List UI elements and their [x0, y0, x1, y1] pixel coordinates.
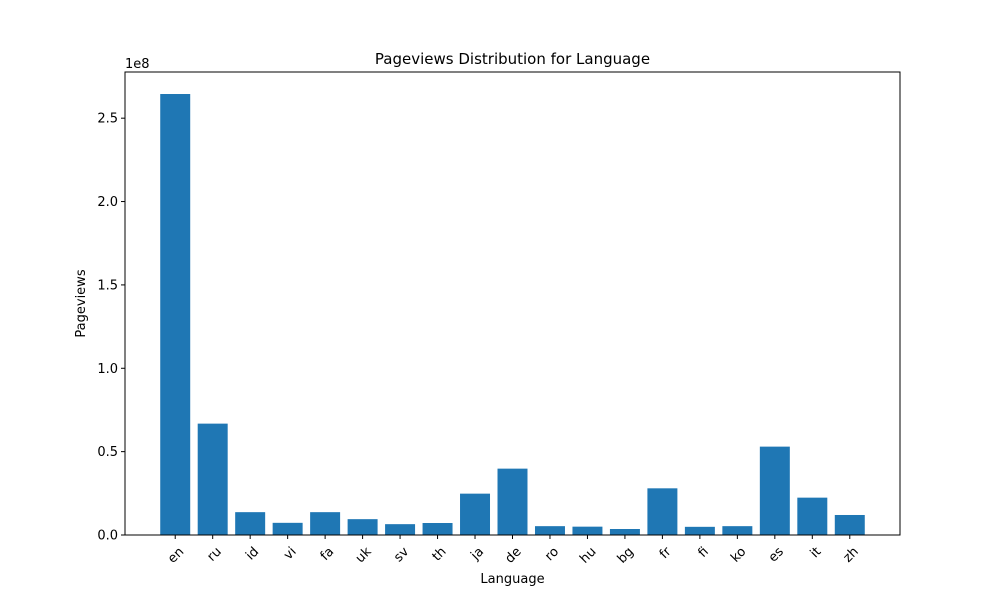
- x-tick-label-fa: fa: [318, 544, 337, 563]
- y-tick-label: 2.5: [97, 112, 118, 127]
- y-axis-offset-label: 1e8: [125, 57, 150, 72]
- x-tick-label-es: es: [766, 544, 787, 565]
- bar-id: [235, 512, 266, 535]
- bar-es: [759, 446, 790, 535]
- y-tick-label: 1.0: [97, 362, 118, 377]
- x-tick-label-fr: fr: [657, 544, 675, 562]
- x-tick-label-uk: uk: [353, 544, 375, 566]
- bar-fa: [310, 512, 341, 535]
- bar-vi: [272, 522, 303, 535]
- bar-ko: [722, 526, 753, 535]
- x-tick-label-de: de: [502, 544, 524, 566]
- x-tick-label-ko: ko: [728, 544, 749, 565]
- y-axis-label: Pageviews: [74, 269, 89, 337]
- x-tick-label-ja: ja: [468, 544, 488, 564]
- bar-th: [422, 523, 453, 535]
- x-axis-ticks: en ru id vi fa uk sv th ja de ro hu bg fr fi ko es it zh: [165, 535, 862, 567]
- bar-zh: [834, 514, 865, 535]
- x-tick-label-hu: hu: [577, 544, 599, 566]
- bar-en: [160, 94, 191, 535]
- x-tick-label-bg: bg: [615, 544, 637, 566]
- bar-ja: [460, 493, 491, 535]
- x-tick-label-sv: sv: [391, 544, 412, 565]
- bar-bg: [609, 529, 640, 535]
- bar-ru: [197, 423, 228, 535]
- bar-hu: [572, 526, 603, 535]
- x-tick-label-ro: ro: [542, 544, 562, 564]
- x-axis-label: Language: [480, 572, 544, 587]
- y-tick-label: 0.5: [97, 445, 118, 460]
- bar-ro: [534, 526, 565, 535]
- y-axis-ticks: 0.0 0.5 1.0 1.5 2.0 2.5: [97, 112, 125, 544]
- bar-de: [497, 468, 528, 535]
- plot-area-frame: [124, 71, 901, 536]
- bar-uk: [347, 519, 378, 535]
- y-tick-label: 2.0: [97, 195, 118, 210]
- x-tick-label-it: it: [808, 544, 825, 561]
- y-tick-label: 0.0: [97, 529, 118, 544]
- bar-it: [797, 497, 828, 535]
- chart-title: Pageviews Distribution for Language: [375, 50, 650, 68]
- bar-fr: [647, 488, 678, 535]
- x-tick-label-fi: fi: [696, 544, 712, 560]
- x-tick-label-th: th: [430, 544, 450, 564]
- x-tick-label-zh: zh: [841, 544, 862, 565]
- bars-group: [160, 94, 865, 535]
- bar-sv: [385, 524, 416, 535]
- y-tick-label: 1.5: [97, 278, 118, 293]
- x-tick-label-vi: vi: [281, 544, 300, 563]
- bar-fi: [684, 526, 715, 535]
- x-tick-label-id: id: [243, 544, 262, 563]
- x-tick-label-en: en: [165, 544, 187, 566]
- x-tick-label-ru: ru: [205, 544, 225, 564]
